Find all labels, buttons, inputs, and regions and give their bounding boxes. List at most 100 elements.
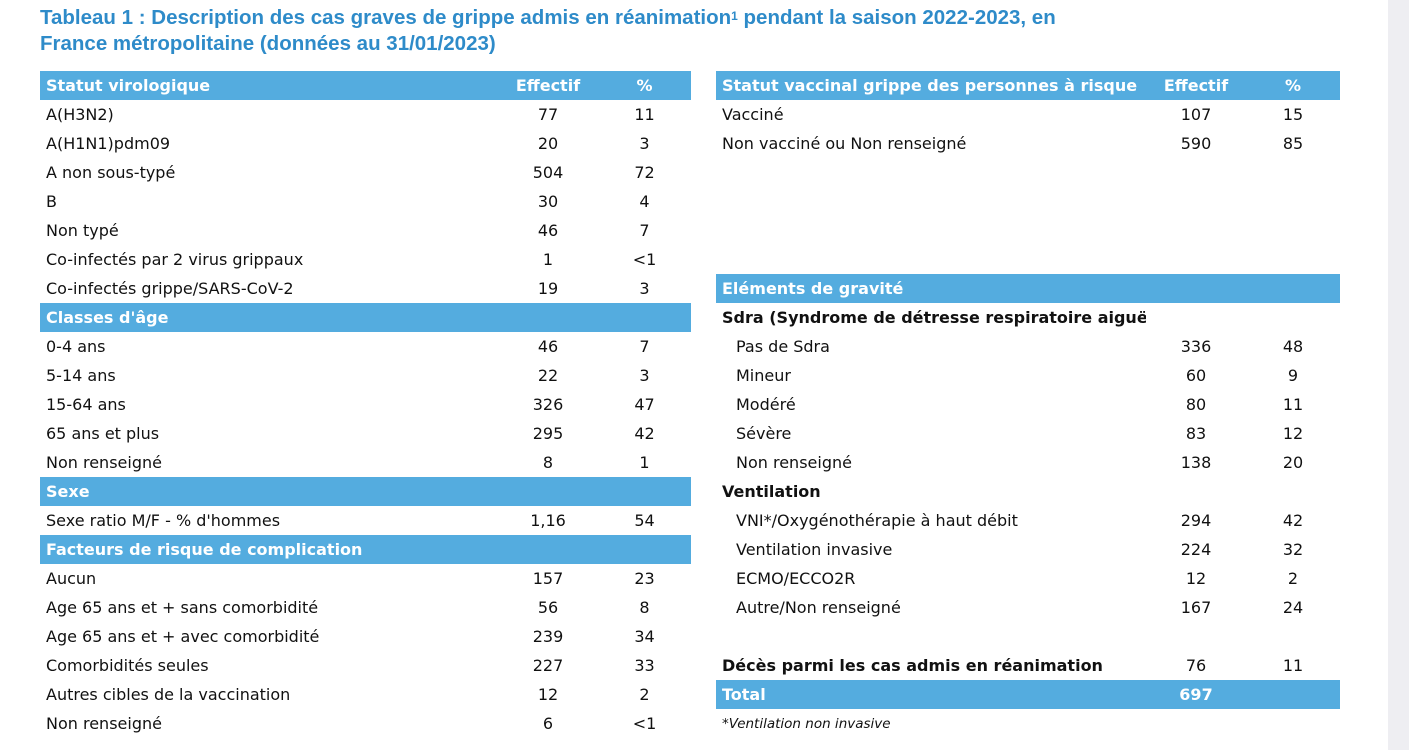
row-effectif: 76 [1185, 656, 1207, 675]
row-effectif: 224 [1180, 540, 1212, 559]
row-label: A non sous-typé [46, 163, 176, 182]
row-percent: 20 [1282, 453, 1304, 472]
table-row: 0-4 ans 46 7 [40, 332, 691, 361]
row-effectif: 22 [537, 366, 559, 385]
row-percent: 33 [634, 656, 655, 675]
table-row: Mineur 60 9 [716, 361, 1340, 390]
empty-cell [1246, 477, 1340, 506]
row-label: Décès parmi les cas admis en réanimation [722, 656, 1103, 675]
empty-cell [1246, 303, 1340, 332]
row-effectif: 295 [532, 424, 564, 443]
section-header: Sexe [40, 477, 498, 506]
table-row: ECMO/ECCO2R 12 2 [716, 564, 1340, 593]
row-effectif: 20 [537, 134, 559, 153]
row-label: Co-infectés par 2 virus grippaux [46, 250, 304, 269]
column-header-percent [598, 535, 691, 564]
table-row: Modéré 80 11 [716, 390, 1340, 419]
table-row: Comorbidités seules 227 33 [40, 651, 691, 680]
total-row: Total 697 [716, 680, 1340, 709]
row-percent: 42 [1282, 511, 1304, 530]
row-effectif: 56 [537, 598, 559, 617]
row-percent: 7 [639, 337, 650, 356]
row-percent: 72 [634, 163, 655, 182]
row-label: Non typé [46, 221, 119, 240]
row-effectif: 6 [542, 714, 554, 733]
sdra-title-row: Sdra (Syndrome de détresse respiratoire … [716, 303, 1340, 332]
row-label: B [46, 192, 57, 211]
row-percent: 3 [639, 279, 650, 298]
section-header: Eléments de gravité [716, 274, 1146, 303]
spacer-cell [716, 158, 1340, 187]
column-header-percent [1246, 274, 1340, 303]
spacer-row [716, 622, 1340, 651]
row-effectif: 1 [542, 250, 554, 269]
footnote: *Ventilation non invasive [722, 715, 891, 732]
row-percent: 15 [1282, 105, 1304, 124]
row-percent: 3 [639, 134, 650, 153]
row-percent: 2 [639, 685, 650, 704]
row-percent: 2 [1287, 569, 1299, 588]
row-label: Autre/Non renseigné [736, 598, 901, 617]
row-percent: 54 [634, 511, 655, 530]
table-row: 5-14 ans 22 3 [40, 361, 691, 390]
row-label: Ventilation invasive [736, 540, 893, 559]
table-row: 15-64 ans 326 47 [40, 390, 691, 419]
row-label: 65 ans et plus [46, 424, 160, 443]
table-row: Sévère 83 12 [716, 419, 1340, 448]
virological-header: Statut virologique Effectif% [40, 71, 691, 100]
row-label: VNI*/Oxygénothérapie à haut débit [736, 511, 1018, 530]
table-row: Pas de Sdra 336 48 [716, 332, 1340, 361]
column-header-effectif [498, 535, 598, 564]
row-percent: 23 [634, 569, 655, 588]
footnote-row: *Ventilation non invasive [716, 709, 1340, 738]
table-row: VNI*/Oxygénothérapie à haut débit 294 42 [716, 506, 1340, 535]
row-label: ECMO/ECCO2R [736, 569, 856, 588]
risk-header: Facteurs de risque de complication [40, 535, 691, 564]
row-effectif: 239 [532, 627, 564, 646]
severity-header: Eléments de gravité [716, 274, 1340, 303]
table-row: Co-infectés par 2 virus grippaux 1 <1 [40, 245, 691, 274]
table-row: Non typé 46 7 [40, 216, 691, 245]
row-label: Non vacciné ou Non renseigné [722, 134, 967, 153]
table-row: Age 65 ans et + avec comorbidité 239 34 [40, 622, 691, 651]
table-title: Tableau 1 : Description des cas graves d… [40, 5, 1380, 57]
row-effectif: 12 [537, 685, 559, 704]
row-label: A(H3N2) [46, 105, 114, 124]
row-label: Non renseigné [736, 453, 852, 472]
title-line2: France métropolitaine (données au 31/01/… [40, 32, 496, 55]
column-header-percent [598, 477, 691, 506]
row-percent: <1 [632, 250, 657, 269]
column-header-effectif [498, 477, 598, 506]
table-row: Non renseigné 6 <1 [40, 709, 691, 738]
row-effectif: 336 [1180, 337, 1212, 356]
title-line1-end: pendant la saison 2022-2023, en [737, 6, 1056, 29]
row-effectif: 227 [532, 656, 564, 675]
row-percent: 8 [639, 598, 650, 617]
subsection-title: Sdra (Syndrome de détresse respiratoire … [722, 308, 1146, 327]
spacer-cell [716, 622, 1340, 651]
row-label: Pas de Sdra [736, 337, 830, 356]
row-label: A(H1N1)pdm09 [46, 134, 171, 153]
table-row: Aucun 157 23 [40, 564, 691, 593]
row-effectif: 1,16 [530, 511, 566, 530]
spacer-row [716, 158, 1340, 187]
row-effectif: 294 [1180, 511, 1212, 530]
row-percent: 24 [1282, 598, 1304, 617]
row-label: Comorbidités seules [46, 656, 209, 675]
row-label: Non renseigné [46, 453, 162, 472]
row-effectif: 590 [1180, 134, 1212, 153]
table-row: Autres cibles de la vaccination 12 2 [40, 680, 691, 709]
left-table: Statut virologique Effectif% A(H3N2) 77 11 A(… [40, 71, 691, 738]
table-row: Vacciné 107 15 [716, 100, 1340, 129]
spacer-cell [716, 245, 1340, 274]
table-row: 65 ans et plus 295 42 [40, 419, 691, 448]
row-percent: 11 [1282, 656, 1304, 675]
row-label: 5-14 ans [46, 366, 116, 385]
row-effectif: 19 [537, 279, 559, 298]
spacer-row [716, 187, 1340, 216]
sex-header: Sexe [40, 477, 691, 506]
section-header: Classes d'âge [40, 303, 498, 332]
row-effectif: 77 [537, 105, 559, 124]
row-percent: 34 [634, 627, 655, 646]
table-row: Age 65 ans et + sans comorbidité 56 8 [40, 593, 691, 622]
